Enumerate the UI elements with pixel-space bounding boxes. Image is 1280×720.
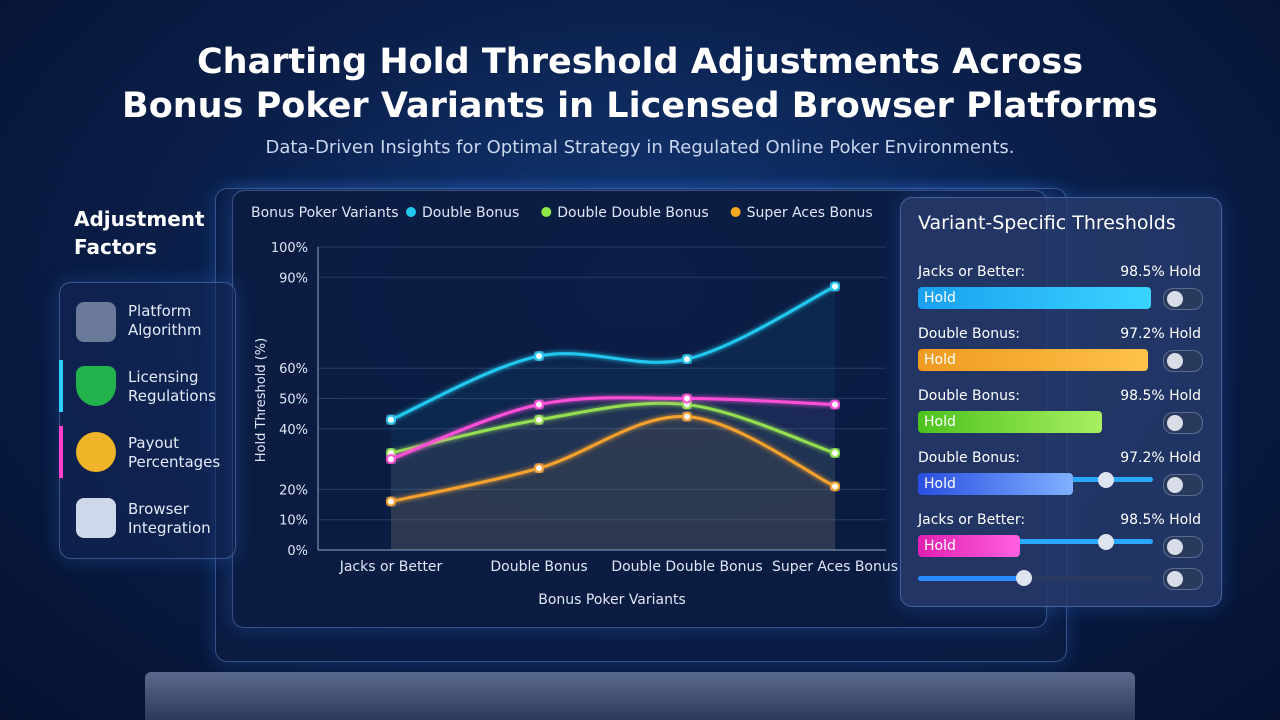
legend-label: Double Bonus xyxy=(422,205,519,221)
coins-icon xyxy=(76,432,116,472)
row-value: 98.5% Hold xyxy=(1120,264,1201,280)
y-tick-label: 0% xyxy=(287,544,308,559)
point xyxy=(534,399,544,410)
browser-icon xyxy=(76,498,116,538)
point xyxy=(386,414,396,425)
factor: Browser Integration xyxy=(128,500,211,537)
row-value: 98.5% Hold xyxy=(1120,388,1201,404)
slider-knob[interactable] xyxy=(1098,534,1114,550)
x-tick-label: Double Bonus xyxy=(490,559,587,575)
toggle[interactable] xyxy=(1163,350,1203,372)
point xyxy=(830,281,840,292)
series-area xyxy=(391,286,835,550)
laptop-base xyxy=(145,672,1135,720)
point xyxy=(830,481,840,492)
y-tick-label: 50% xyxy=(279,393,308,408)
title: Bonus Poker Variants in Licensed Browser… xyxy=(122,86,1158,126)
x-axis-label: Bonus Poker Variants xyxy=(538,592,686,608)
y-tick-label: 40% xyxy=(279,423,308,438)
hold-bar: Hold xyxy=(918,535,1020,557)
point xyxy=(534,351,544,362)
hold-bar: Hold xyxy=(918,473,1073,495)
series-line xyxy=(390,396,836,461)
y-tick-label: 100% xyxy=(271,241,308,256)
y-tick-label: 60% xyxy=(279,362,308,377)
chip-icon xyxy=(76,302,116,342)
factor: Payout Percentages xyxy=(128,434,221,471)
accent xyxy=(59,360,63,412)
point xyxy=(682,354,692,365)
point xyxy=(830,448,840,459)
row-label: Jacks or Better: xyxy=(918,512,1026,528)
row-label: Double Bonus: xyxy=(918,326,1020,342)
point xyxy=(386,496,396,507)
point xyxy=(682,393,692,404)
legend-swatch xyxy=(406,207,416,217)
legend-title: Bonus Poker Variants xyxy=(251,205,399,221)
subtitle: Data-Driven Insights for Optimal Strateg… xyxy=(265,137,1015,158)
series-line xyxy=(390,285,836,422)
series-line xyxy=(390,415,836,503)
slider[interactable] xyxy=(918,576,1153,581)
row-label: Double Bonus: xyxy=(918,388,1020,404)
toggle[interactable] xyxy=(1163,536,1203,558)
slider-knob[interactable] xyxy=(1098,472,1114,488)
hold-bar: Hold xyxy=(918,349,1148,371)
legend-swatch xyxy=(541,207,552,217)
series-area xyxy=(391,397,835,550)
toggle[interactable] xyxy=(1163,412,1203,434)
x-tick-label: Double Double Bonus xyxy=(611,559,762,575)
title: Charting Hold Threshold Adjustments Acro… xyxy=(196,42,1084,82)
legend-swatch xyxy=(730,207,741,217)
point xyxy=(682,411,692,422)
row-value: 97.2% Hold xyxy=(1120,326,1201,342)
slider-track[interactable] xyxy=(918,539,1153,544)
toggle[interactable] xyxy=(1163,568,1203,590)
factors-title: Adjustment Factors xyxy=(74,207,205,259)
x-tick-label: Super Aces Bonus xyxy=(772,559,898,575)
hold-bar: Hold xyxy=(918,287,1151,309)
row-label: Jacks or Better: xyxy=(918,264,1026,280)
x-tick-label: Jacks or Better xyxy=(339,559,443,575)
point xyxy=(386,454,396,465)
legend-label: Super Aces Bonus xyxy=(747,205,873,221)
series-area xyxy=(391,403,835,550)
y-tick-label: 90% xyxy=(279,271,308,286)
factor: Licensing Regulations xyxy=(128,368,216,405)
y-tick-label: 10% xyxy=(279,514,308,529)
legend-label: Double Double Bonus xyxy=(557,205,708,221)
series-area xyxy=(391,416,835,550)
factor: Platform Algorithm xyxy=(128,302,202,339)
row-value: 97.2% Hold xyxy=(1120,450,1201,466)
point xyxy=(534,414,544,425)
toggle[interactable] xyxy=(1163,474,1203,496)
thresholds-title: Variant-Specific Thresholds xyxy=(918,212,1176,234)
hold-bar: Hold xyxy=(918,411,1102,433)
point xyxy=(534,463,544,474)
row-value: 98.5% Hold xyxy=(1120,512,1201,528)
toggle[interactable] xyxy=(1163,288,1203,310)
point xyxy=(830,399,840,410)
row-label: Double Bonus: xyxy=(918,450,1020,466)
slider-knob[interactable] xyxy=(1016,570,1032,586)
accent xyxy=(59,426,63,478)
series-line xyxy=(390,401,836,455)
y-axis-label: Hold Threshold (%) xyxy=(254,338,269,462)
y-tick-label: 20% xyxy=(279,483,308,498)
shield-icon xyxy=(76,366,116,406)
